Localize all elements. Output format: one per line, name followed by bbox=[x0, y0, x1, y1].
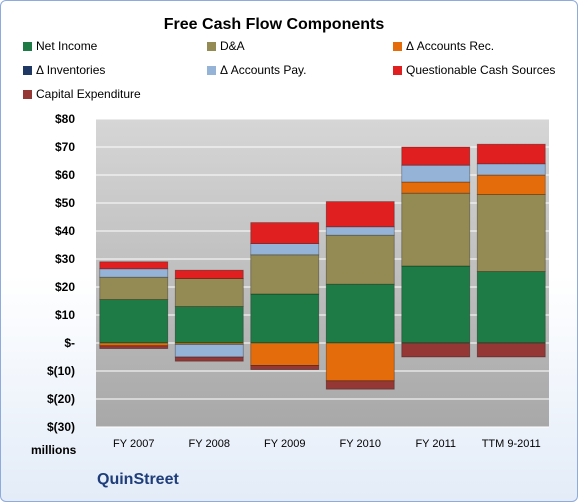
bar-segment bbox=[325, 201, 395, 228]
bar-segment bbox=[401, 146, 471, 166]
bar-segment bbox=[325, 380, 395, 390]
bar-segment bbox=[250, 342, 320, 366]
y-tick-label: $(10) bbox=[47, 364, 75, 378]
x-tick-label: FY 2008 bbox=[189, 438, 230, 450]
legend-label: Questionable Cash Sources bbox=[406, 63, 556, 77]
bar-segment bbox=[401, 192, 471, 267]
legend-swatch bbox=[23, 41, 32, 51]
y-tick-label: $60 bbox=[55, 168, 75, 182]
y-tick-label: $- bbox=[64, 336, 75, 350]
legend-item: Δ Inventories bbox=[23, 63, 105, 77]
bar-segment bbox=[250, 243, 320, 256]
legend-label: Δ Accounts Pay. bbox=[220, 63, 307, 77]
x-tick-label: TTM 9-2011 bbox=[482, 438, 541, 450]
unit-label: millions bbox=[31, 443, 77, 457]
legend-label: D&A bbox=[220, 39, 245, 53]
legend-label: Capital Expenditure bbox=[36, 87, 141, 101]
bar-segment bbox=[99, 299, 169, 344]
y-tick-label: $70 bbox=[55, 140, 75, 154]
legend-label: Δ Accounts Rec. bbox=[406, 39, 495, 53]
bar-segment bbox=[476, 342, 546, 358]
bar-segment bbox=[476, 163, 546, 176]
legend-swatch bbox=[393, 41, 402, 51]
y-tick-label: $(30) bbox=[47, 420, 75, 434]
bar-segment bbox=[325, 226, 395, 236]
bar-segment bbox=[99, 276, 169, 301]
legend-item: Questionable Cash Sources bbox=[393, 63, 555, 77]
legend-swatch bbox=[23, 89, 32, 99]
bar-segment bbox=[401, 265, 471, 344]
legend-item: D&A bbox=[207, 39, 245, 53]
bar-segment bbox=[250, 222, 320, 245]
bar-segment bbox=[250, 364, 320, 370]
y-tick-label: $30 bbox=[55, 252, 75, 266]
legend-item: Net Income bbox=[23, 39, 97, 53]
bar-segment bbox=[174, 356, 244, 362]
bar-segment bbox=[99, 345, 169, 349]
bar-segment bbox=[401, 164, 471, 183]
bar-segment bbox=[325, 342, 395, 382]
bar-segment bbox=[99, 261, 169, 270]
legend-item: Δ Accounts Pay. bbox=[207, 63, 307, 77]
bar-segment bbox=[325, 283, 395, 344]
bar-segment bbox=[476, 174, 546, 196]
bar-segment bbox=[99, 268, 169, 278]
y-tick-label: $80 bbox=[55, 112, 75, 126]
legend-swatch bbox=[207, 65, 216, 75]
y-tick-label: $40 bbox=[55, 224, 75, 238]
x-tick-label: FY 2009 bbox=[264, 438, 305, 450]
bar-segment bbox=[401, 342, 471, 358]
legend-swatch bbox=[393, 65, 402, 75]
bar-segment bbox=[325, 234, 395, 285]
y-tick-label: $(20) bbox=[47, 392, 75, 406]
legend-label: Δ Inventories bbox=[36, 63, 106, 77]
x-tick-label: FY 2010 bbox=[340, 438, 381, 450]
legend-swatch bbox=[23, 65, 32, 75]
bar-segment bbox=[250, 254, 320, 295]
y-tick-label: $20 bbox=[55, 280, 75, 294]
bar-segment bbox=[401, 181, 471, 194]
bar-segment bbox=[476, 143, 546, 165]
bar-segment bbox=[174, 306, 244, 344]
legend-swatch bbox=[207, 41, 216, 51]
bar-segment bbox=[476, 194, 546, 273]
bar-segment bbox=[174, 269, 244, 280]
plot-background bbox=[96, 119, 549, 427]
bar-segment bbox=[250, 293, 320, 344]
y-tick-label: $50 bbox=[55, 196, 75, 210]
bar-segment bbox=[99, 342, 169, 347]
x-tick-label: FY 2007 bbox=[113, 438, 154, 450]
chart-title: Free Cash Flow Components bbox=[163, 16, 385, 33]
legend-item: Δ Accounts Rec. bbox=[393, 39, 494, 53]
y-tick-label: $10 bbox=[55, 308, 75, 322]
legend-label: Net Income bbox=[36, 39, 98, 53]
x-tick-label: FY 2011 bbox=[415, 438, 456, 450]
company-label: QuinStreet bbox=[97, 471, 179, 488]
legend-item: Capital Expenditure bbox=[23, 87, 141, 101]
bar-segment bbox=[476, 271, 546, 344]
bar-segment bbox=[174, 278, 244, 308]
bar-segment bbox=[174, 343, 244, 358]
